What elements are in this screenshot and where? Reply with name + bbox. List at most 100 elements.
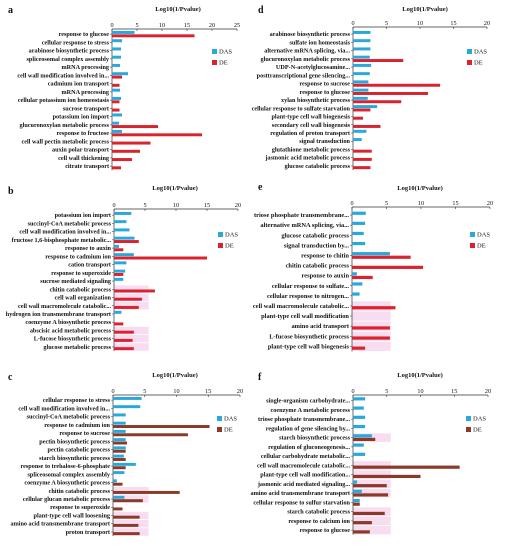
category-label: cell wall modification involved in... [17,72,109,79]
highlight-band [353,433,391,442]
bar-das [113,446,126,450]
bar-de [114,347,134,351]
category-label: spliceosomal complex assembly [28,471,111,478]
bar-das [353,55,370,59]
bar-de [353,530,370,534]
bar-de [112,83,120,87]
x-tick-label: 0 [350,200,353,207]
category-label: regulation of gene silencing by... [266,425,351,432]
bar-das [113,413,126,417]
category-label: amino acid transmembrane transport [250,490,350,497]
x-tick-label: 20 [235,202,241,209]
category-label: triose phosphate transmembrane... [254,212,349,219]
bar-de [112,141,151,145]
bar-de [353,484,387,488]
legend-swatch [218,232,223,237]
bar-das [112,72,128,76]
panel-label: d [258,5,264,16]
category-label: amino acid transport [291,323,349,330]
x-tick-label: 20 [487,200,493,207]
x-tick-label: 10 [418,200,424,207]
category-label: glucuronoxylan metabolic process [261,56,351,63]
bar-das [113,429,126,433]
category-label: triose phosphate transmembrane... [258,416,350,423]
category-label: glucose catabolic process [281,232,349,239]
highlight-band [352,331,391,341]
panel-label: c [8,372,13,383]
bar-das [353,129,367,133]
bar-de [353,465,460,469]
highlight-band [113,487,149,495]
legend-label: DE [477,243,486,250]
bar-de [112,34,195,38]
category-label: single-organism carbohydrate... [266,398,350,405]
bar-das [353,72,370,76]
highlight-band [353,470,391,479]
bar-das [113,421,126,425]
category-label: starch biosynthetic process [279,435,351,442]
category-label: potassium ion import [55,212,112,219]
bar-de [352,255,411,259]
category-label: chitin catabolic process [286,263,350,270]
bar-das [352,252,390,256]
highlight-band [353,507,391,516]
x-tick-label: 15 [450,20,456,27]
legend-label: DE [219,60,228,67]
category-label: cation transport [68,262,112,269]
category-label: starch biosynthetic process [39,455,111,462]
category-label: sucrose transport [63,105,110,112]
bar-de [353,157,372,161]
legend-swatch [467,60,472,65]
bar-das [113,479,117,483]
category-label: hydrogen ion transmembrane transport [6,311,112,318]
panel-label: e [258,182,263,193]
category-label: fructose 1,6-bisphosphate metabolic... [12,237,112,244]
legend-swatch [466,427,471,432]
highlight-band [352,301,391,311]
bar-das [114,310,122,314]
bar-de [114,330,134,334]
category-label: signal transduction by... [284,242,350,249]
bar-de [353,83,441,87]
x-tick-label: 10 [159,22,165,29]
category-label: pectin catabolic process [48,447,111,454]
x-tick-label: 15 [451,388,457,395]
bar-das [353,63,372,67]
category-label: mRNA processing [62,89,110,96]
bar-de [112,158,132,162]
category-label: sulfate ion homeostasis [289,39,350,46]
bar-de [113,499,143,503]
bar-das [114,253,134,257]
highlight-band [352,321,391,331]
bar-das [352,272,357,276]
legend-swatch [212,60,217,65]
bar-das [113,405,141,409]
panel-label: f [258,372,262,383]
bar-das [114,220,127,224]
category-label: succinyl-CoA metabolic process [27,414,111,421]
bar-de [114,289,155,293]
bar-das [112,47,121,51]
category-label: jasmonic acid metabolic process [264,155,350,162]
x-tick-label: 0 [351,388,354,395]
category-label: signal transduction [299,138,350,145]
bar-de [353,108,371,112]
legend-swatch [470,232,475,237]
legend-swatch [466,416,471,421]
x-tick-label: 5 [385,200,388,207]
category-label: cellular response to stress [43,397,111,404]
category-label: response to glucose [300,527,351,534]
bar-das [352,282,363,286]
bar-de [352,275,373,280]
category-label: alternative mRNA splicing, via... [264,48,350,55]
highlight-band [353,479,391,489]
bar-das [353,480,358,484]
highlight-band [352,341,391,351]
bar-de [112,166,121,170]
category-label: response to glucose [59,31,110,38]
x-tick-label: 0 [112,202,115,209]
bar-de [113,482,123,486]
category-label: succinyl-CoA metabolic process [28,220,112,227]
bar-das [353,96,368,100]
category-label: cellular response to sulfate... [272,283,350,290]
